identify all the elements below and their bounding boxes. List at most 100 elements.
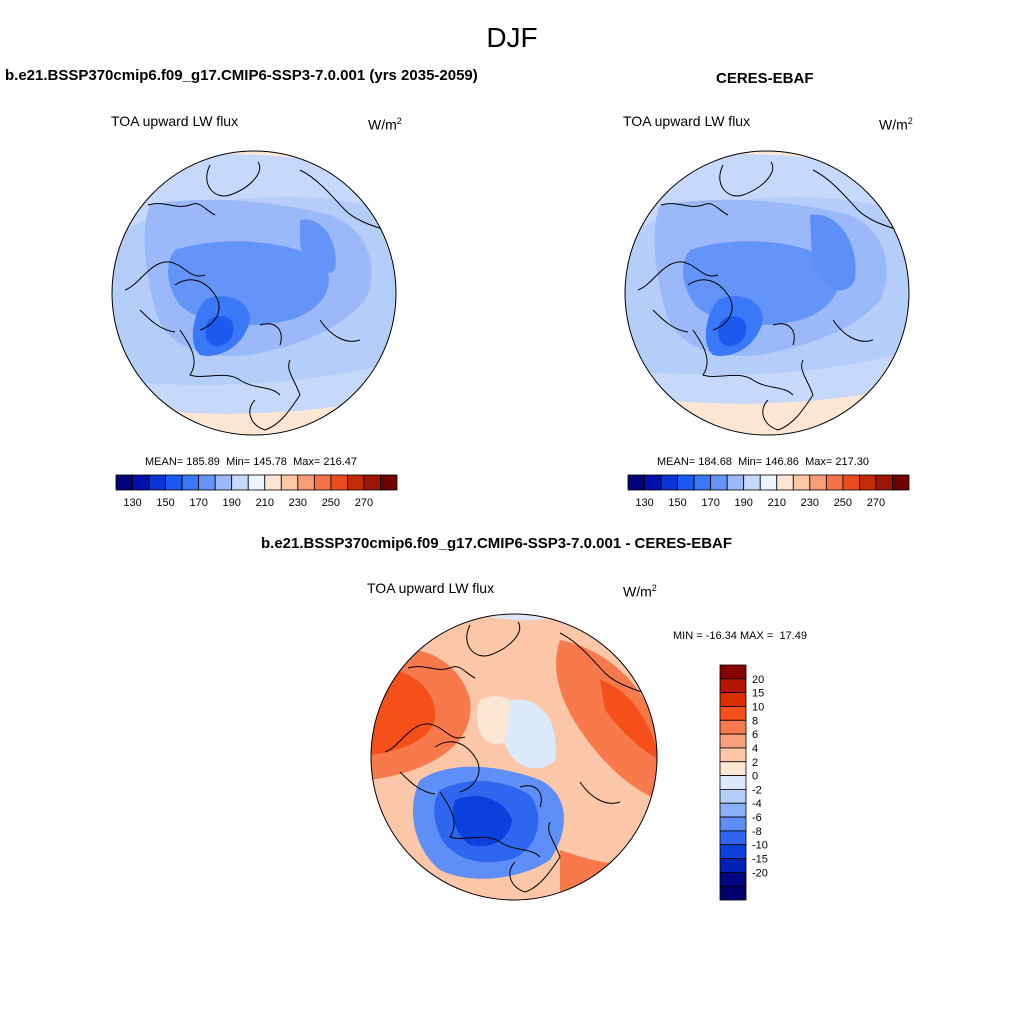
colorbar-swatch (644, 474, 662, 491)
colorbar-swatch (719, 706, 747, 721)
colorbar-swatch (792, 474, 811, 491)
colorbar-tick-label: -4 (752, 798, 762, 810)
diff-variable-label: TOA upward LW flux (367, 580, 495, 596)
colorbar-tick-label: -8 (752, 826, 762, 838)
colorbar-swatch (719, 816, 747, 832)
colorbar-swatch (809, 474, 827, 491)
colorbar-swatch (892, 474, 910, 491)
colorbar-swatch (264, 474, 282, 491)
colorbar-swatch (825, 474, 844, 491)
colorbar-swatch (719, 719, 747, 735)
colorbar-swatch (719, 871, 747, 887)
colorbar-tick-label: 210 (768, 497, 786, 509)
obs-units-label: W/m2 (879, 116, 913, 133)
model-colorbar: 130 150 170 190 210 230 250 270 (115, 474, 398, 509)
colorbar-swatch (719, 692, 747, 707)
obs-stats: MEAN= 184.68 Min= 146.86 Max= 217.30 (657, 456, 869, 468)
colorbar-tick-label: 270 (355, 497, 373, 509)
colorbar-tick-label: -20 (752, 867, 768, 879)
colorbar-tick-label: 230 (801, 497, 819, 509)
colorbar-tick-label: 6 (752, 729, 758, 741)
colorbar-swatch (165, 474, 183, 491)
obs-variable-label: TOA upward LW flux (623, 113, 751, 129)
colorbar-tick-label: 190 (223, 497, 241, 509)
colorbar-tick-label: 130 (123, 497, 141, 509)
colorbar-tick-label: 210 (256, 497, 274, 509)
colorbar-swatch (719, 761, 747, 776)
colorbar-swatch (776, 474, 794, 491)
diff-panel-title: b.e21.BSSP370cmip6.f09_g17.CMIP6-SSP3-7.… (261, 535, 733, 552)
colorbar-tick-label: 4 (752, 743, 758, 755)
colorbar-swatch (677, 474, 695, 491)
colorbar-swatch (719, 885, 747, 901)
diff-polar-map (370, 613, 658, 901)
colorbar-swatch (719, 664, 747, 680)
model-stats: MEAN= 185.89 Min= 145.78 Max= 216.47 (145, 456, 357, 468)
obs-colorbar: 130 150 170 190 210 230 250 270 (627, 474, 910, 509)
colorbar-swatch (719, 802, 747, 818)
colorbar-swatch (115, 474, 133, 491)
colorbar-swatch (280, 474, 299, 491)
obs-polar-map (624, 150, 910, 436)
colorbar-swatch (710, 474, 728, 491)
colorbar-swatch (719, 789, 747, 804)
colorbar-tick-label: -10 (752, 840, 768, 852)
colorbar-tick-label: 150 (156, 497, 174, 509)
colorbar-tick-label: 250 (834, 497, 852, 509)
colorbar-tick-label: 270 (867, 497, 885, 509)
colorbar-tick-label: 130 (635, 497, 653, 509)
colorbar-tick-label: 0 (752, 771, 758, 783)
colorbar-tick-label: 20 (752, 674, 764, 686)
colorbar-swatch (743, 474, 761, 491)
colorbar-swatch (313, 474, 332, 491)
figure-title: DJF (486, 22, 538, 53)
colorbar-tick-label: 170 (189, 497, 207, 509)
colorbar-swatch (347, 474, 365, 491)
colorbar-swatch (842, 474, 860, 491)
model-panel-title: b.e21.BSSP370cmip6.f09_g17.CMIP6-SSP3-7.… (5, 67, 478, 84)
colorbar-swatch (719, 844, 747, 859)
colorbar-tick-label: 230 (289, 497, 307, 509)
colorbar-swatch (875, 474, 893, 491)
colorbar-swatch (719, 775, 747, 790)
colorbar-swatch (627, 474, 645, 491)
colorbar-swatch (719, 858, 747, 873)
colorbar-tick-label: 150 (668, 497, 686, 509)
colorbar-tick-label: 250 (322, 497, 340, 509)
colorbar-swatch (330, 474, 348, 491)
colorbar-swatch (181, 474, 200, 491)
colorbar-swatch (363, 474, 381, 491)
colorbar-swatch (148, 474, 166, 491)
colorbar-swatch (380, 474, 398, 491)
colorbar-swatch (693, 474, 712, 491)
colorbar-swatch (660, 474, 678, 491)
model-units-label: W/m2 (368, 116, 402, 133)
colorbar-swatch (198, 474, 216, 491)
colorbar-swatch (231, 474, 249, 491)
colorbar-swatch (719, 747, 747, 763)
colorbar-tick-label: -2 (752, 784, 762, 796)
colorbar-swatch (726, 474, 745, 491)
diff-stats: MIN = -16.34 MAX = 17.49 (673, 630, 807, 642)
model-variable-label: TOA upward LW flux (111, 113, 239, 129)
colorbar-tick-label: 15 (752, 688, 764, 700)
colorbar-tick-label: 170 (701, 497, 719, 509)
obs-panel-title: CERES-EBAF (716, 70, 814, 87)
colorbar-swatch (859, 474, 877, 491)
colorbar-swatch (719, 678, 747, 694)
colorbar-tick-label: -6 (752, 812, 762, 824)
model-polar-map (111, 150, 397, 436)
colorbar-tick-label: 10 (752, 701, 764, 713)
colorbar-swatch (214, 474, 233, 491)
colorbar-tick-label: -15 (752, 854, 768, 866)
colorbar-swatch (247, 474, 266, 491)
colorbar-swatch (719, 733, 747, 749)
diff-units-label: W/m2 (623, 583, 657, 600)
colorbar-tick-label: 8 (752, 715, 758, 727)
colorbar-tick-label: 190 (735, 497, 753, 509)
colorbar-swatch (719, 830, 747, 846)
colorbar-tick-label: 2 (752, 757, 758, 769)
colorbar-swatch (759, 474, 778, 491)
